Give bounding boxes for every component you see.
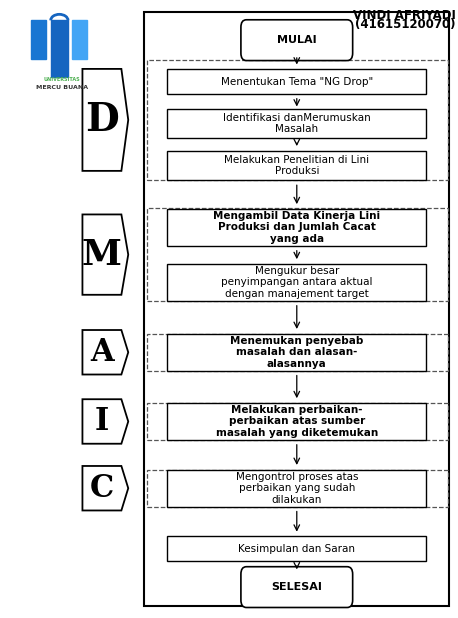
Polygon shape [82,399,128,444]
Text: I: I [94,406,109,437]
Bar [147,334,448,371]
Polygon shape [82,466,128,510]
Bar [168,403,426,440]
Bar [168,109,426,138]
Bar [168,209,426,246]
Text: Menemukan penyebab
masalah dan alasan-
alasannya: Menemukan penyebab masalah dan alasan- a… [230,336,364,369]
Text: Menentukan Tema "NG Drop": Menentukan Tema "NG Drop" [221,77,373,87]
Bar [147,403,448,440]
Text: Mengontrol proses atas
perbaikan yang sudah
dilakukan: Mengontrol proses atas perbaikan yang su… [235,472,358,505]
Text: Kesimpulan dan Saran: Kesimpulan dan Saran [238,544,355,554]
FancyBboxPatch shape [241,20,353,61]
Text: A: A [90,337,114,368]
Text: M: M [82,237,122,272]
Polygon shape [82,214,128,295]
Text: Identifikasi danMerumuskan
Masalah: Identifikasi danMerumuskan Masalah [223,113,371,134]
Bar [168,470,426,507]
Bar [144,12,449,606]
Text: VINDI AFRIYADI: VINDI AFRIYADI [353,9,456,22]
Bar [168,264,426,301]
Text: SELESAI: SELESAI [271,582,322,592]
Polygon shape [82,330,128,375]
Text: (41615120070): (41615120070) [355,18,456,31]
Bar [147,470,448,507]
Text: C: C [90,473,114,504]
Text: MULAI: MULAI [277,35,316,45]
Bar [147,208,448,301]
Text: D: D [85,101,119,139]
Bar [168,334,426,371]
Polygon shape [82,69,128,171]
Text: Melakukan perbaikan-
perbaikan atas sumber
masalah yang diketemukan: Melakukan perbaikan- perbaikan atas sumb… [216,405,378,438]
FancyBboxPatch shape [241,567,353,607]
Text: Melakukan Penelitian di Lini
Produksi: Melakukan Penelitian di Lini Produksi [224,155,369,176]
Text: Mengukur besar
penyimpangan antara aktual
dengan manajement target: Mengukur besar penyimpangan antara aktua… [221,266,372,299]
Bar [168,151,426,180]
Text: Mengambil Data Kinerja Lini
Produksi dan Jumlah Cacat
yang ada: Mengambil Data Kinerja Lini Produksi dan… [213,211,380,244]
Bar [168,536,426,561]
Bar [168,69,426,94]
Bar [147,60,448,180]
